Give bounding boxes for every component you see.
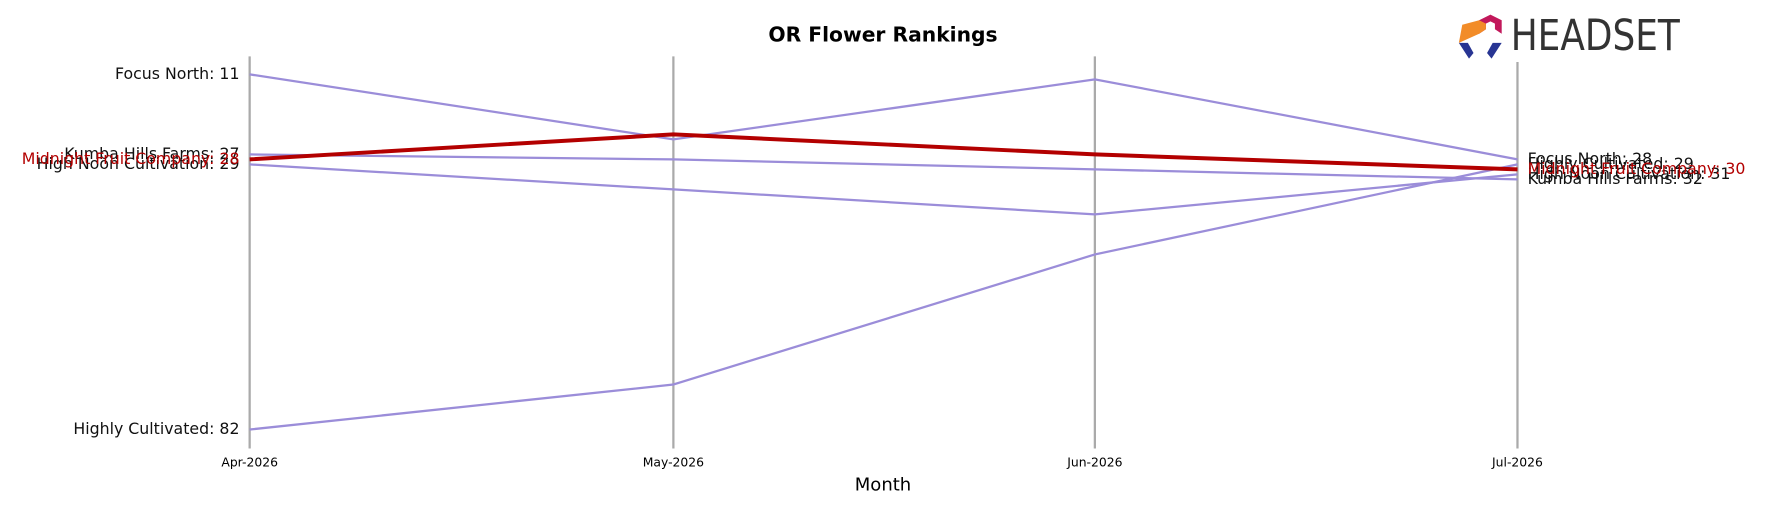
x-tick-label: May-2026 <box>643 455 704 470</box>
logo-mark <box>1487 42 1502 59</box>
rank-line <box>249 132 1518 172</box>
logo-mark <box>1458 42 1474 59</box>
data-label: High Noon Cultivation: 29 <box>37 154 240 173</box>
logo: HEADSET <box>1458 11 1680 61</box>
data-label: Focus North: 11 <box>115 64 240 83</box>
chart-title: OR Flower Rankings <box>768 23 997 47</box>
data-label: Highly Cultivated: 82 <box>73 419 239 438</box>
data-label: Kumba Hills Farms: 32 <box>1528 169 1703 188</box>
x-tick-label: Jul-2026 <box>1491 455 1543 470</box>
x-tick-label: Jun-2026 <box>1066 455 1122 470</box>
data-label: Highly Cultivated: 29 <box>1528 154 1694 173</box>
data-label: Kumba Hills Farms: 27 <box>64 144 239 163</box>
data-label: Midnight Fruit Company: 28 <box>22 149 240 168</box>
rank-line <box>249 73 1518 161</box>
rank-line <box>249 163 1518 431</box>
data-label: Midnight Fruit Company: 30 <box>1528 159 1746 178</box>
rank-line <box>249 153 1518 181</box>
logo-text: HEADSET <box>1511 11 1680 61</box>
data-label: Focus North: 28 <box>1528 149 1653 168</box>
rank-line <box>249 163 1518 216</box>
logo-mark <box>1458 20 1486 43</box>
x-tick-label: Apr-2026 <box>221 455 278 470</box>
x-axis-label: Month <box>855 475 911 496</box>
data-label: High Noon Cultivation: 31 <box>1528 164 1731 183</box>
